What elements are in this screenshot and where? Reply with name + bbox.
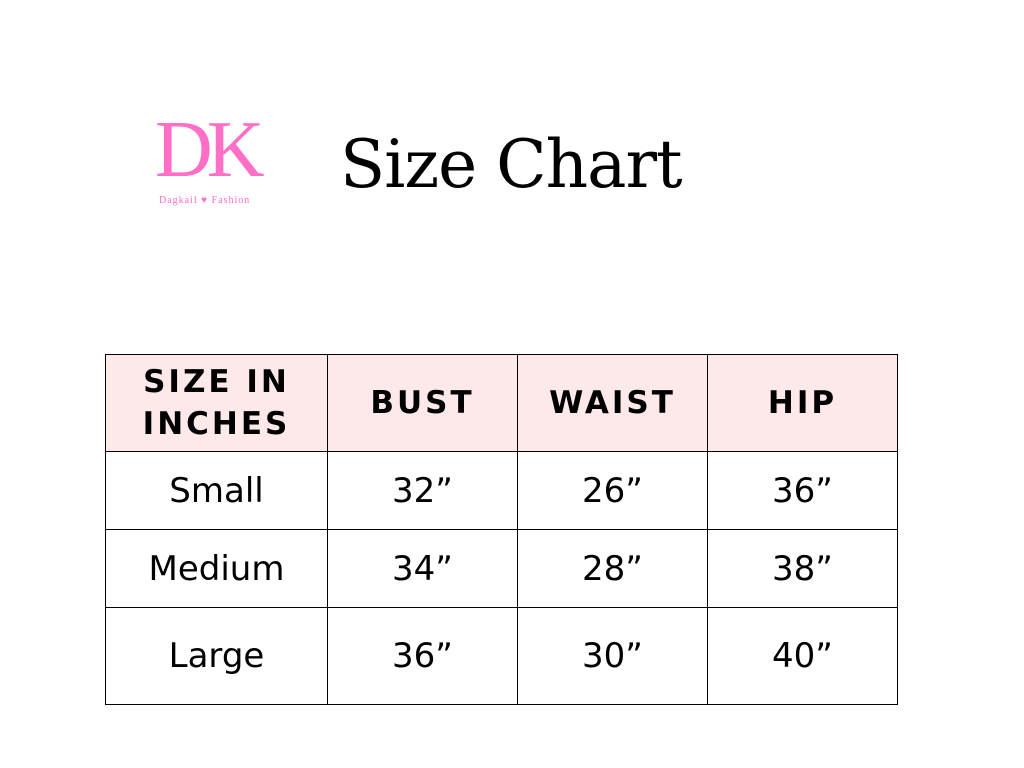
hip-cell: 38” <box>707 529 898 608</box>
logo-brand-name: Dagkail ♥ Fashion <box>159 195 251 206</box>
table-row: Large 36” 30” 40” <box>105 607 898 705</box>
brand-logo: DK Dagkail ♥ Fashion <box>155 106 275 212</box>
size-cell: Small <box>105 451 328 530</box>
table-row: Small 32” 26” 36” <box>105 451 898 530</box>
hip-cell: 40” <box>707 607 898 705</box>
header-hip: HIP <box>707 354 898 452</box>
size-table: SIZE IN INCHES BUST WAIST HIP Small 32” … <box>105 354 898 705</box>
page-title: Size Chart <box>340 126 683 203</box>
bust-cell: 32” <box>327 451 518 530</box>
logo-letters: DK <box>155 106 265 194</box>
hip-cell: 36” <box>707 451 898 530</box>
bust-cell: 34” <box>327 529 518 608</box>
header-size: SIZE IN INCHES <box>105 354 328 452</box>
waist-cell: 28” <box>517 529 708 608</box>
header-bust: BUST <box>327 354 518 452</box>
waist-cell: 26” <box>517 451 708 530</box>
size-cell: Medium <box>105 529 328 608</box>
bust-cell: 36” <box>327 607 518 705</box>
waist-cell: 30” <box>517 607 708 705</box>
size-cell: Large <box>105 607 328 705</box>
header-waist: WAIST <box>517 354 708 452</box>
table-header-row: SIZE IN INCHES BUST WAIST HIP <box>105 354 898 452</box>
table-row: Medium 34” 28” 38” <box>105 529 898 608</box>
